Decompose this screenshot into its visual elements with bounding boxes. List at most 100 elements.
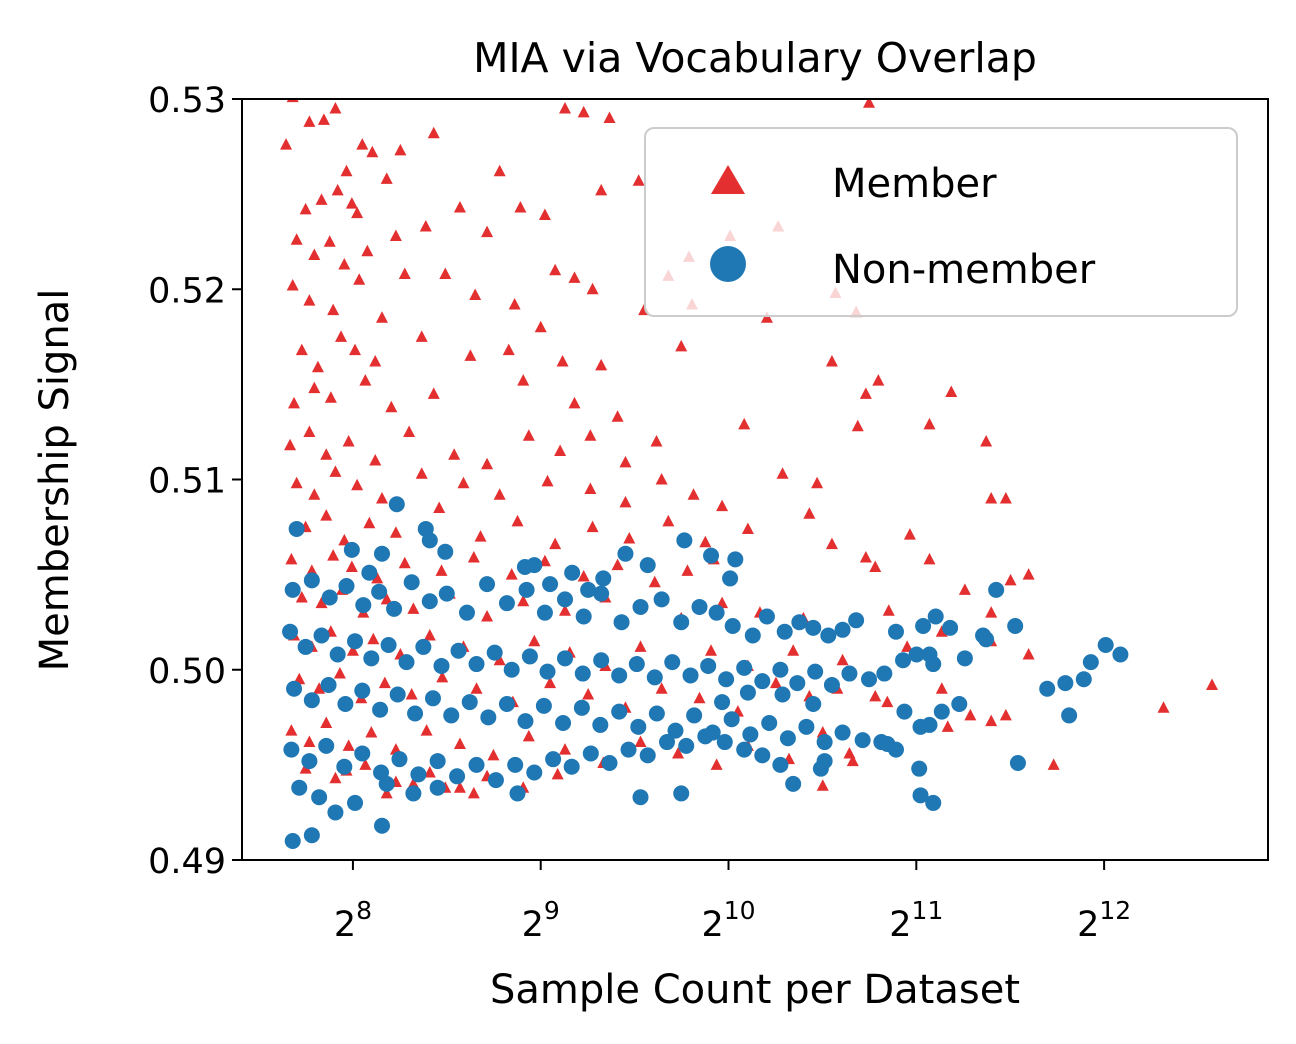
non-member-point	[848, 612, 865, 629]
member-point	[345, 197, 358, 209]
non-member-point	[723, 711, 740, 728]
non-member-point	[708, 604, 725, 621]
non-member-point	[834, 621, 851, 638]
non-member-point	[486, 644, 503, 661]
non-member-point	[297, 638, 314, 655]
member-point	[335, 330, 348, 342]
member-point	[340, 164, 353, 177]
non-member-point	[861, 671, 878, 688]
non-member-point	[380, 637, 397, 654]
member-point	[369, 453, 382, 466]
non-member-point	[716, 734, 733, 751]
member-point	[816, 779, 829, 791]
member-point	[351, 478, 364, 491]
non-member-point	[772, 756, 789, 773]
member-point	[315, 193, 328, 205]
member-point	[549, 537, 562, 550]
member-point	[380, 786, 393, 799]
non-member-point	[536, 604, 553, 621]
member-point	[825, 537, 838, 550]
non-member-point	[421, 593, 438, 610]
member-point	[398, 556, 411, 569]
non-member-point	[498, 695, 515, 712]
non-member-point	[724, 617, 741, 634]
non-member-point	[805, 619, 822, 636]
non-member-point	[410, 766, 427, 783]
member-point	[385, 400, 398, 413]
non-member-point	[774, 686, 791, 703]
non-member-point	[336, 758, 353, 775]
member-point	[985, 492, 998, 504]
non-member-point	[421, 532, 438, 549]
non-member-point	[632, 789, 649, 806]
non-member-point	[988, 581, 1005, 598]
non-member-point	[509, 785, 526, 802]
non-member-point	[1097, 637, 1114, 654]
non-member-point	[405, 785, 422, 802]
non-member-point	[592, 716, 609, 733]
member-point	[356, 138, 369, 150]
member-point	[769, 676, 782, 689]
member-point	[303, 425, 316, 437]
non-member-point	[468, 756, 485, 773]
member-point	[901, 640, 914, 652]
non-member-point	[978, 631, 995, 648]
member-point	[308, 381, 321, 394]
non-member-point	[355, 597, 372, 614]
member-point	[582, 687, 595, 700]
member-point	[882, 604, 895, 616]
member-point	[650, 434, 663, 447]
member-point	[787, 644, 800, 656]
x-axis: 28 29 210 211 212	[334, 860, 1131, 945]
x-tick-exponent: 9	[544, 896, 560, 925]
x-tick-base: 2	[701, 905, 723, 945]
member-point	[308, 248, 321, 261]
non-member-point	[1082, 654, 1099, 671]
member-point	[551, 767, 564, 780]
non-member-point	[761, 715, 778, 732]
non-member-point	[664, 654, 681, 671]
non-member-point	[1112, 646, 1129, 663]
member-point	[327, 549, 340, 561]
legend-non-member-label: Non-member	[832, 247, 1096, 293]
non-member-point	[329, 646, 346, 663]
member-point	[481, 225, 494, 238]
member-point	[508, 297, 521, 310]
non-member-point	[620, 741, 637, 758]
non-member-point	[371, 583, 388, 600]
member-point	[558, 102, 571, 114]
non-member-point	[942, 619, 959, 636]
member-point	[313, 682, 326, 694]
member-point	[474, 530, 487, 542]
non-member-point	[354, 745, 371, 762]
member-point	[470, 682, 483, 694]
member-point	[407, 602, 420, 614]
non-member-point	[673, 614, 690, 631]
non-member-point	[580, 581, 597, 598]
non-member-point	[388, 496, 405, 513]
legend-member-triangle-icon	[711, 165, 745, 194]
non-member-point	[1057, 675, 1074, 692]
non-member-point	[1061, 707, 1078, 724]
member-point	[315, 596, 328, 609]
non-member-point	[303, 692, 320, 709]
member-point	[363, 516, 376, 529]
member-point	[493, 653, 506, 666]
member-point	[634, 640, 647, 652]
non-member-point	[911, 760, 928, 777]
non-member-point	[433, 657, 450, 674]
member-point	[985, 714, 998, 727]
member-point	[439, 267, 452, 280]
non-member-point	[673, 785, 690, 802]
member-point	[389, 526, 402, 538]
member-point	[528, 634, 541, 647]
member-point	[286, 278, 299, 291]
member-point	[980, 434, 993, 447]
member-point	[467, 786, 480, 799]
member-point	[1206, 678, 1219, 690]
member-point	[481, 457, 494, 470]
member-point	[327, 303, 340, 316]
member-point	[351, 206, 364, 219]
member-point	[619, 455, 632, 468]
